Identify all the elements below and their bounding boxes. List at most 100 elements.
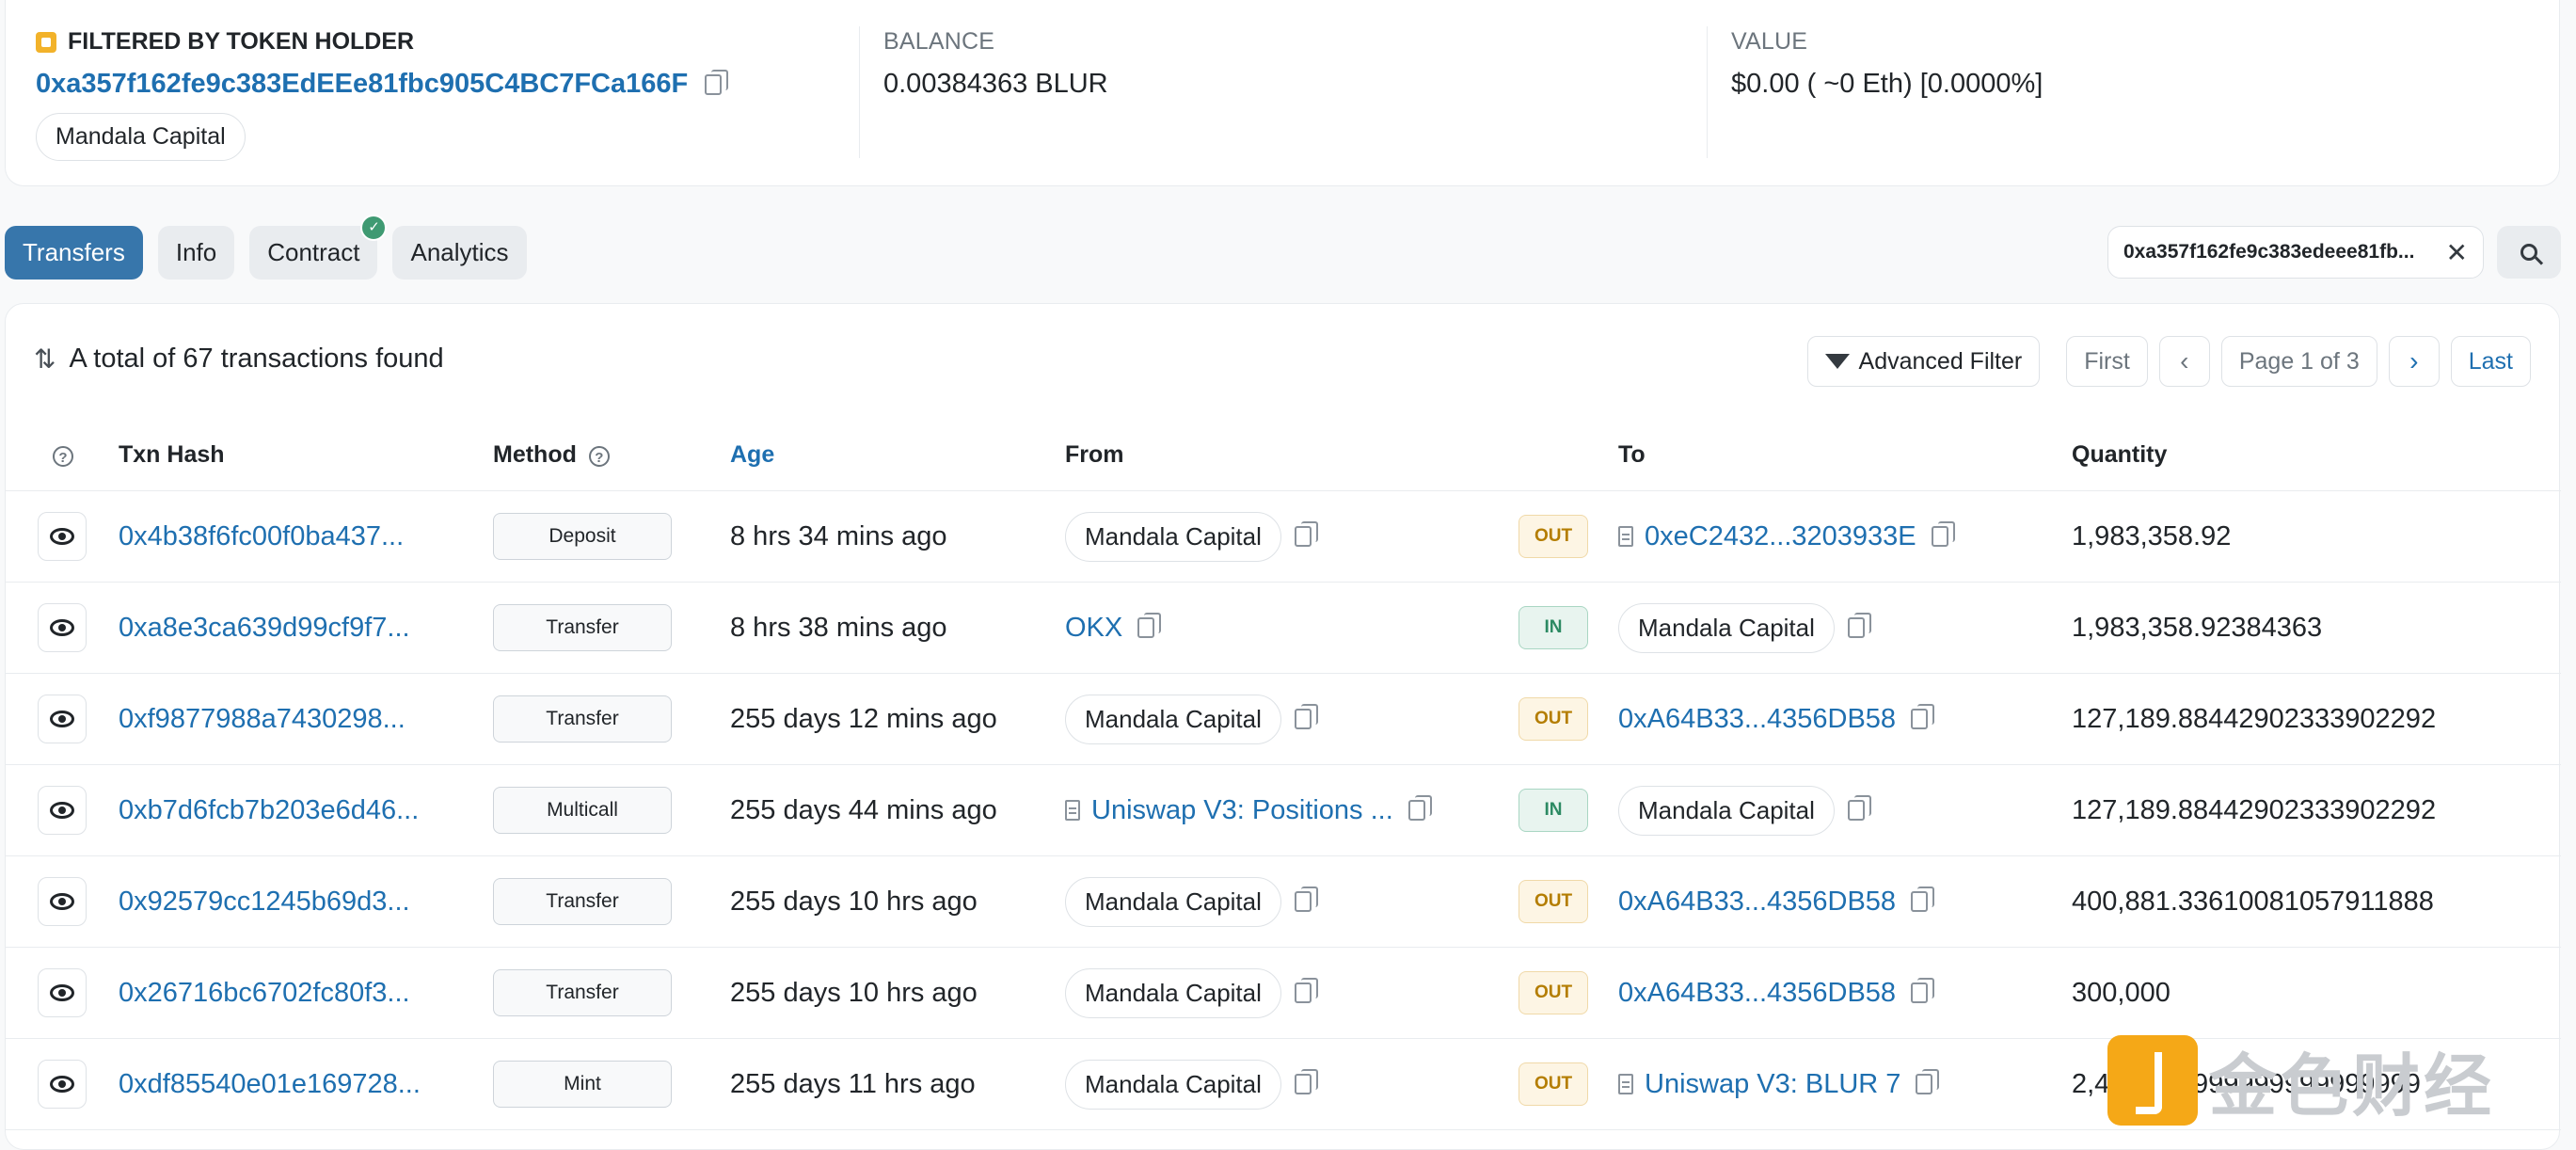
copy-icon[interactable]	[1294, 704, 1318, 729]
advanced-filter-button[interactable]: Advanced Filter	[1806, 336, 2041, 387]
summary: ⇅ A total of 67 transactions found	[34, 343, 444, 375]
to-address-tag[interactable]: Mandala Capital	[1618, 602, 1835, 653]
to-address-link[interactable]: 0xA64B33...4356DB58	[1618, 703, 1897, 734]
table-body: 0x4b38f6fc00f0ba437... Deposit 8 hrs 34 …	[6, 491, 2561, 1130]
value-label: VALUE	[1731, 28, 1808, 55]
table-header: ? Txn Hash Method ? Age From To Quantity	[6, 417, 2561, 491]
table-row: 0x92579cc1245b69d3... Transfer 255 days …	[6, 856, 2561, 948]
txn-hash-link[interactable]: 0x26716bc6702fc80f3...	[119, 977, 410, 1008]
tab-info[interactable]: Info	[157, 226, 235, 280]
copy-icon[interactable]	[1294, 1069, 1318, 1094]
tab-bar: Transfers Info Contract ✓ Analytics	[5, 215, 527, 280]
copy-icon[interactable]	[1916, 1069, 1940, 1094]
copy-icon[interactable]	[705, 69, 729, 95]
preview-button[interactable]	[38, 786, 87, 835]
to-address-link[interactable]: Uniswap V3: BLUR 7	[1645, 1068, 1901, 1099]
tab-contract[interactable]: Contract ✓	[249, 215, 388, 280]
holder-name-tag[interactable]: Mandala Capital	[36, 113, 246, 161]
copy-icon[interactable]	[1847, 795, 1871, 821]
tab-analytics[interactable]: Analytics	[392, 226, 527, 280]
holder-summary-card: FILTERED BY TOKEN HOLDER 0xa357f162fe9c3…	[5, 0, 2560, 186]
method-badge: Transfer	[493, 878, 672, 925]
age-text: 255 days 10 hrs ago	[730, 977, 978, 1008]
copy-icon[interactable]	[1407, 795, 1432, 821]
transactions-card: ⇅ A total of 67 transactions found Advan…	[5, 303, 2561, 1150]
quantity-value: 1,983,358.92384363	[2072, 612, 2323, 643]
to-address-link[interactable]: 0xA64B33...4356DB58	[1618, 977, 1897, 1008]
direction-badge: OUT	[1519, 880, 1588, 923]
table-row: 0x26716bc6702fc80f3... Transfer 255 days…	[6, 948, 2561, 1039]
copy-icon[interactable]	[1911, 886, 1935, 912]
close-icon[interactable]: ✕	[2445, 237, 2468, 267]
address-filter-chip[interactable]: 0xa357f162fe9c383edeee81fb... ✕	[2107, 226, 2484, 279]
col-method-label: Method	[493, 441, 577, 468]
age-text: 255 days 12 mins ago	[730, 703, 997, 734]
copy-icon[interactable]	[1294, 978, 1318, 1003]
preview-button[interactable]	[38, 1060, 87, 1109]
help-icon[interactable]: ?	[53, 446, 73, 467]
sort-icon[interactable]: ⇅	[34, 344, 56, 374]
preview-button[interactable]	[38, 512, 87, 561]
txn-hash-link[interactable]: 0xdf85540e01e169728...	[119, 1068, 421, 1099]
chevron-right-icon: ›	[2409, 346, 2419, 375]
from-address-tag[interactable]: Mandala Capital	[1065, 694, 1281, 744]
copy-icon[interactable]	[1911, 978, 1935, 1003]
direction-badge: OUT	[1519, 515, 1588, 558]
from-address-tag[interactable]: Mandala Capital	[1065, 1059, 1281, 1110]
holder-column: FILTERED BY TOKEN HOLDER 0xa357f162fe9c3…	[36, 28, 729, 161]
age-text: 255 days 11 hrs ago	[730, 1068, 976, 1099]
from-address-link[interactable]: Uniswap V3: Positions ...	[1091, 794, 1393, 825]
help-icon[interactable]: ?	[588, 446, 610, 467]
balance-value: 0.00384363 BLUR	[883, 69, 1108, 99]
copy-icon[interactable]	[1294, 521, 1318, 547]
direction-badge: OUT	[1519, 697, 1588, 741]
eye-icon	[50, 619, 74, 636]
quantity-value: 300,000	[2072, 977, 2171, 1008]
copy-icon[interactable]	[1931, 521, 1955, 547]
txn-hash-link[interactable]: 0x4b38f6fc00f0ba437...	[119, 520, 405, 551]
tab-transfers[interactable]: Transfers	[5, 226, 143, 280]
method-badge: Transfer	[493, 969, 672, 1016]
copy-icon[interactable]	[1847, 613, 1871, 638]
direction-badge: OUT	[1519, 971, 1588, 1014]
to-address-tag[interactable]: Mandala Capital	[1618, 785, 1835, 836]
table-row: 0xf9877988a7430298... Transfer 255 days …	[6, 674, 2561, 765]
prev-page-button[interactable]: ‹	[2158, 336, 2210, 387]
txn-hash-link[interactable]: 0xa8e3ca639d99cf9f7...	[119, 612, 410, 643]
from-address-tag[interactable]: Mandala Capital	[1065, 876, 1281, 927]
quantity-value: 400,881.33610081057911888	[2072, 886, 2434, 917]
method-badge: Transfer	[493, 604, 672, 651]
col-txn-hash: Txn Hash	[119, 441, 225, 468]
preview-button[interactable]	[38, 968, 87, 1017]
col-age[interactable]: Age	[730, 441, 775, 468]
next-page-button[interactable]: ›	[2388, 336, 2440, 387]
preview-button[interactable]	[38, 877, 87, 926]
eye-icon	[50, 528, 74, 545]
holder-address-link[interactable]: 0xa357f162fe9c383EdEEe81fbc905C4BC7FCa16…	[36, 69, 689, 99]
last-page-button[interactable]: Last	[2450, 336, 2531, 387]
copy-icon[interactable]	[1294, 886, 1318, 912]
age-text: 255 days 10 hrs ago	[730, 886, 978, 917]
method-badge: Mint	[493, 1061, 672, 1108]
from-address-tag[interactable]: Mandala Capital	[1065, 967, 1281, 1018]
preview-button[interactable]	[38, 695, 87, 743]
txn-hash-link[interactable]: 0x92579cc1245b69d3...	[119, 886, 410, 917]
table-row: 0x4b38f6fc00f0ba437... Deposit 8 hrs 34 …	[6, 491, 2561, 583]
txn-hash-link[interactable]: 0xf9877988a7430298...	[119, 703, 405, 734]
to-address-link[interactable]: 0xeC2432...3203933E	[1645, 520, 1916, 551]
preview-button[interactable]	[38, 603, 87, 652]
from-address-tag[interactable]: Mandala Capital	[1065, 511, 1281, 562]
to-address-link[interactable]: 0xA64B33...4356DB58	[1618, 886, 1897, 917]
from-address-link[interactable]: OKX	[1065, 612, 1123, 643]
txn-hash-link[interactable]: 0xb7d6fcb7b203e6d46...	[119, 794, 420, 825]
search-icon	[2520, 244, 2537, 261]
quantity-value: 127,189.88442902333902292	[2072, 703, 2437, 734]
age-text: 8 hrs 34 mins ago	[730, 520, 947, 551]
chevron-left-icon: ‹	[2180, 346, 2189, 375]
quantity-value: 1,983,358.92	[2072, 520, 2232, 551]
copy-icon[interactable]	[1137, 613, 1162, 638]
age-text: 8 hrs 38 mins ago	[730, 612, 947, 643]
first-page-button[interactable]: First	[2066, 336, 2148, 387]
search-button[interactable]	[2497, 226, 2561, 279]
copy-icon[interactable]	[1911, 704, 1935, 729]
